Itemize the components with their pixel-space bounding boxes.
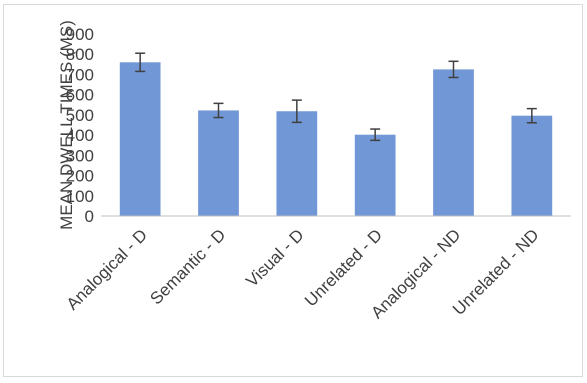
bars (119, 62, 553, 216)
x-tick-label: Visual - D (242, 225, 307, 290)
bar (119, 62, 161, 216)
x-tick-label: Unrelated - D (301, 225, 386, 310)
error-bar (291, 99, 302, 124)
y-tick-label: 600 (66, 86, 94, 105)
error-bar (135, 52, 146, 73)
y-tick-label: 300 (66, 146, 94, 165)
y-tick-label: 900 (66, 25, 94, 44)
y-tick-label: 0 (85, 207, 94, 226)
bar (354, 134, 396, 216)
y-tick-label: 200 (66, 167, 94, 186)
bar (511, 115, 553, 216)
chart-frame: MEAN DWELL TIMES (MS) 0 100 200 300 400 500 60… (3, 4, 583, 377)
bar (433, 69, 474, 216)
error-bar (448, 60, 459, 79)
y-tick-label: 700 (66, 65, 94, 84)
x-tick-label: Analogical - D (63, 225, 151, 313)
error-bars (135, 52, 537, 142)
y-tick-label: 800 (66, 45, 94, 64)
bar (198, 110, 239, 216)
y-tick-label: 500 (66, 106, 94, 125)
error-bar (370, 128, 381, 142)
x-tick-label: Semantic - D (146, 225, 229, 308)
y-tick-label: 100 (66, 187, 94, 206)
error-bar (526, 107, 537, 124)
error-bar (213, 102, 224, 119)
y-axis-label: MEAN DWELL TIMES (MS) (57, 20, 76, 230)
bar (276, 111, 318, 216)
y-tick-label: 400 (66, 126, 94, 145)
